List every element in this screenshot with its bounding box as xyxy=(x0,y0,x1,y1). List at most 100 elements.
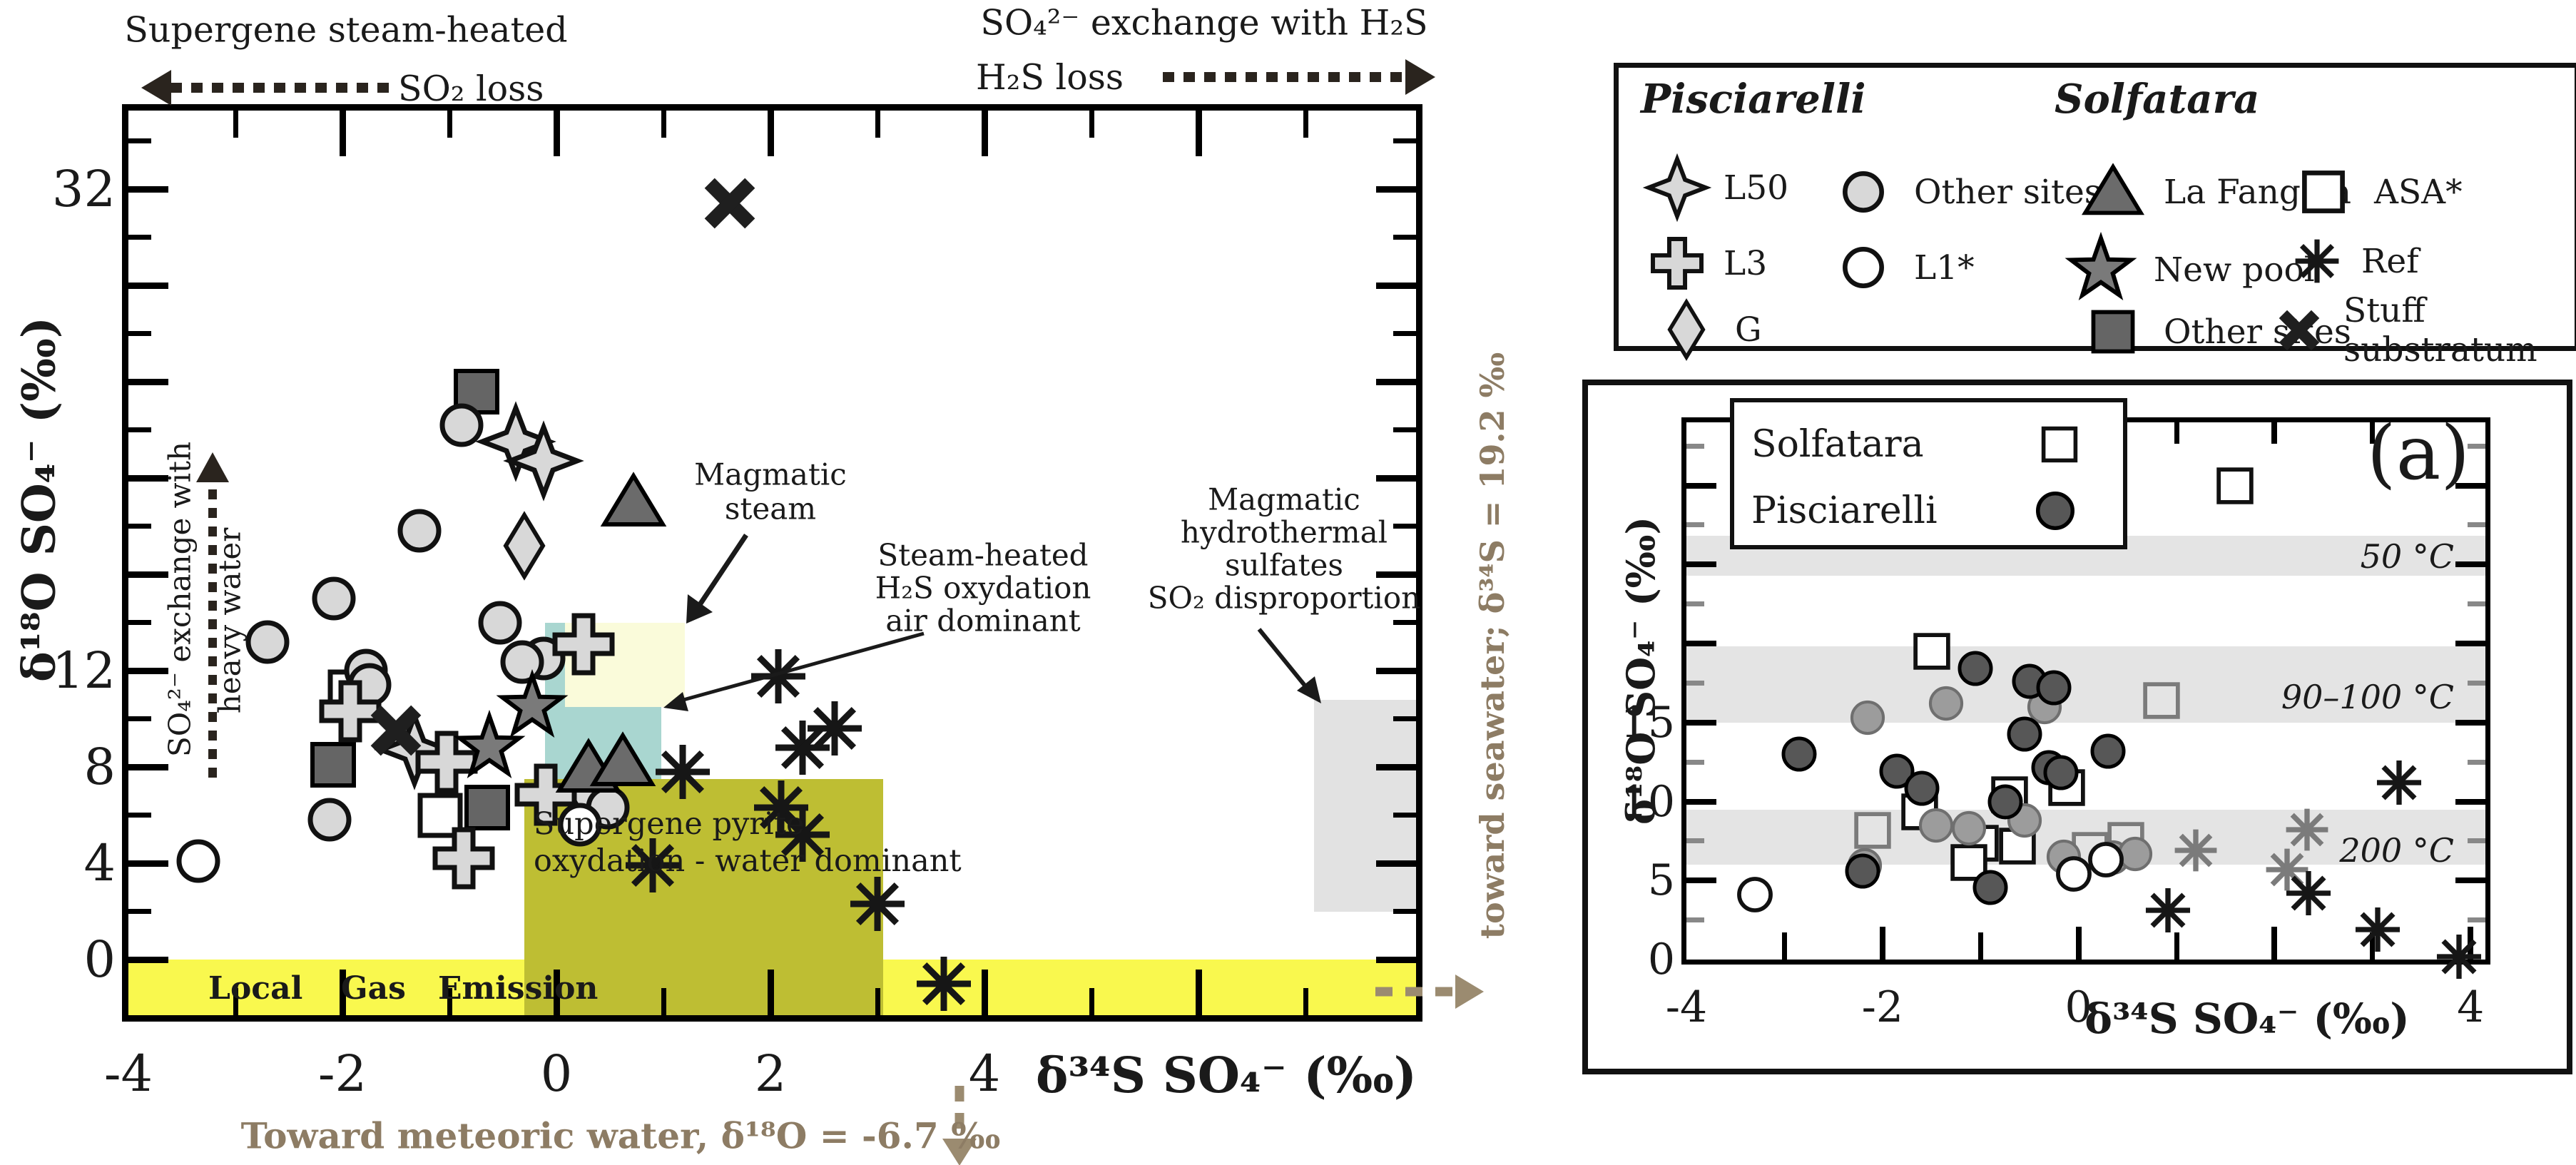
inset-y-tick-label: 5 xyxy=(1647,855,1675,906)
dark-square-icon xyxy=(2072,291,2154,372)
main-tick-bottom xyxy=(981,970,988,1015)
legend-item-l3: L3 xyxy=(1641,227,1767,300)
annotation-steam-heated-line3: air dominant xyxy=(885,603,1081,639)
inset-tick-bottom xyxy=(2370,932,2376,960)
x-cross-icon xyxy=(2265,296,2333,365)
main-tick-left xyxy=(128,909,151,914)
main-tick-left xyxy=(128,956,168,963)
data-point-solfatara-la-fangaia xyxy=(591,459,676,545)
data-point-pisciarelli-l50 xyxy=(501,418,586,504)
legend-item-new-pool: New pool xyxy=(2058,227,2315,312)
main-tick-left xyxy=(128,331,151,336)
main-tick-top xyxy=(1195,111,1202,156)
main-tick-left xyxy=(128,620,151,625)
main-y-tick-label: 32 xyxy=(51,160,116,218)
data-point-solfatara-la-fangaia xyxy=(580,719,666,805)
asterisk-icon xyxy=(2283,227,2351,295)
inset-tick-top xyxy=(2174,422,2179,444)
inset-tick-left xyxy=(1686,641,1716,646)
main-tick-right xyxy=(1393,427,1416,432)
inset-point-pisciarelli-circles-dark xyxy=(1940,634,2010,703)
inset-tick-right xyxy=(2468,522,2485,528)
legend-item-ref: Ref xyxy=(2283,227,2419,295)
data-point-pisciarelli-other-sites xyxy=(291,556,377,641)
main-tick-bottom xyxy=(1089,988,1094,1015)
inset-legend-label-solfatara: Solfatara xyxy=(1751,423,1924,466)
main-tick-bottom xyxy=(553,970,560,1015)
open-square-icon xyxy=(2283,151,2364,233)
legend-label-stuff-substratum: Stuff substratum xyxy=(2343,291,2537,370)
so2-loss-arrow xyxy=(141,70,389,106)
annotation-toward-seawater: toward seawater; δ³⁴S = 19.2 ‰ xyxy=(1473,352,1512,940)
legend-label-other-sites-s: Other sites xyxy=(2164,312,2351,352)
inset-legend-label-pisciarelli: Pisciarelli xyxy=(1751,489,1938,532)
main-tick-left xyxy=(128,378,168,385)
main-tick-left xyxy=(128,138,151,143)
data-point-pisciarelli-l3 xyxy=(307,668,393,754)
main-tick-right xyxy=(1376,282,1416,289)
legend-item-other-sites-solfatara: Other sites xyxy=(2072,291,2351,372)
main-tick-bottom xyxy=(661,988,666,1015)
legend-item-asa: ASA* xyxy=(2283,151,2463,233)
annotation-heavy-water-line2: heavy water xyxy=(212,527,248,714)
inset-tick-right xyxy=(2455,482,2485,489)
main-tick-right xyxy=(1376,860,1416,867)
main-tick-left xyxy=(128,235,151,240)
inset-point-solfatara-squares-gray xyxy=(1838,795,1908,865)
inset-point-pisciarelli-circles-medium xyxy=(1833,683,1903,753)
main-y-tick-label: 8 xyxy=(83,738,116,796)
data-point-pisciarelli-l50 xyxy=(473,399,559,484)
plus-cross-icon xyxy=(1641,227,1714,300)
inset-band-90–100 °C xyxy=(1686,646,2485,723)
inset-point-ref-asterisks-gray xyxy=(2252,835,2322,905)
inset-point-pisciarelli-circles-medium xyxy=(1934,793,2004,863)
inset-y-tick-label: 15 xyxy=(1620,697,1675,748)
inset-point-pisciarelli-circles-dark xyxy=(1970,767,2040,837)
data-point-solfatara-ref xyxy=(738,765,824,850)
inset-tick-right xyxy=(2468,443,2485,449)
main-y-axis-title: δ¹⁸O SO₄⁻ (‰) xyxy=(12,316,66,683)
main-x-tick-label: 2 xyxy=(754,1044,787,1103)
inset-point-ref-asterisks xyxy=(2274,858,2343,928)
inset-point-pisciarelli-circles-dark xyxy=(2073,716,2143,786)
main-tick-right xyxy=(1376,378,1416,385)
data-point-pisciarelli-l3 xyxy=(404,719,489,805)
data-point-pisciarelli-g xyxy=(482,503,567,589)
inset-point-pisciarelli-circles-dark xyxy=(1887,753,1957,823)
legend-label-l50: L50 xyxy=(1724,168,1789,208)
data-point-stuff-substratum xyxy=(687,161,773,246)
inset-point-ref-asterisks-gray xyxy=(2272,795,2342,865)
inset-point-ref-asterisks-gray xyxy=(2161,815,2231,885)
main-plot-frame xyxy=(122,104,1422,1022)
main-tick-right xyxy=(1376,763,1416,770)
main-tick-top xyxy=(553,111,560,156)
inset-point-pisciarelli-circles-dark xyxy=(1828,836,1898,906)
main-tick-top xyxy=(447,111,452,138)
main-tick-top xyxy=(661,111,666,138)
data-point-pisciarelli-l3 xyxy=(541,601,626,687)
annotation-supergene-pyrite-line1: Supergene pyrite xyxy=(534,806,805,842)
main-tick-top xyxy=(875,111,880,138)
inset-point-white-circles xyxy=(1720,860,1790,930)
inset-point-pisciarelli-circles-dark xyxy=(1990,699,2060,769)
main-tick-top xyxy=(339,111,346,156)
diamond-icon xyxy=(1648,291,1725,368)
main-tick-right xyxy=(1393,909,1416,914)
inset-point-ref-asterisks xyxy=(2364,748,2434,818)
annotation-gas: Gas xyxy=(341,970,406,1007)
light-circle-icon xyxy=(1823,151,1904,233)
main-tick-left xyxy=(128,716,151,721)
main-tick-left xyxy=(128,282,168,289)
inset-point-pisciarelli-circles-medium xyxy=(1911,668,1981,738)
inset-band-label: 50 °C xyxy=(2360,537,2454,576)
inset-tick-right xyxy=(2468,838,2485,844)
main-tick-right xyxy=(1393,716,1416,721)
inset-point-solfatara-squares xyxy=(1934,828,2004,897)
annotation-steam-heated-line2: H₂S oxydation xyxy=(875,570,1091,606)
legend-label-l3: L3 xyxy=(1724,243,1768,283)
inset-tick-right xyxy=(2468,917,2485,923)
data-point-pisciarelli-other-sites xyxy=(377,488,462,574)
data-point-solfatara-ref xyxy=(760,792,845,877)
legend-item-g: G xyxy=(1648,291,1762,368)
